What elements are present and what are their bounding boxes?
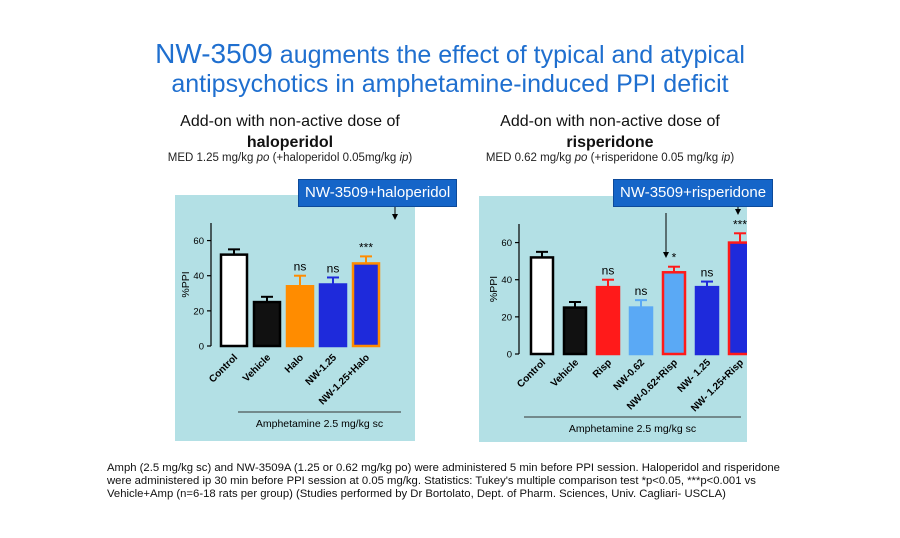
bar-halo [285, 285, 315, 348]
y-tick-label: 20 [193, 306, 204, 317]
treatment-bracket-label: Amphetamine 2.5 mg/kg sc [256, 418, 383, 430]
y-tick-label: 60 [193, 236, 204, 247]
callout-arrowhead [663, 252, 669, 258]
right-panel-drug: risperidone [566, 134, 654, 151]
bar-nw-1-25-risp [727, 241, 753, 356]
left-panel-heading-text: Add-on with non-active dose of [180, 113, 400, 130]
right-panel-heading-text: Add-on with non-active dose of [500, 113, 720, 130]
left-panel-drug: haloperidol [246, 134, 334, 151]
significance-label: *** [359, 240, 373, 254]
y-axis-label: %PPI [488, 276, 500, 302]
significance-label: ns [635, 284, 648, 298]
bar-nw-0-62-risp [661, 271, 687, 356]
significance-label: * [672, 251, 677, 265]
category-label: Risp [591, 357, 614, 380]
bar-control [529, 256, 555, 356]
slide-title-line-2: antipsychotics in amphetamine-induced PP… [171, 70, 729, 98]
callout-arrowhead [392, 214, 398, 220]
treatment-bracket-label: Amphetamine 2.5 mg/kg sc [569, 423, 696, 435]
right-chart-panel: 0 20 40 60 %PPI Control Vehicle ns Risp ns NW-0.62… [479, 196, 753, 442]
significance-label: ns [701, 266, 714, 280]
category-label: Halo [283, 352, 306, 375]
significance-label: ns [602, 264, 615, 278]
y-tick-label: 60 [501, 238, 512, 249]
y-tick-label: 0 [199, 342, 204, 353]
y-axis-label: %PPI [180, 271, 192, 297]
category-label: Control [207, 352, 240, 385]
right-panel-heading: Add-on with non-active dose of risperido… [480, 113, 740, 152]
y-tick-label: 0 [507, 350, 512, 361]
bar-control [219, 253, 249, 348]
title-line-1-rest: augments the effect of typical and atypi… [272, 41, 745, 69]
title-compound: NW-3509 [155, 38, 273, 69]
footnote: Amph (2.5 mg/kg sc) and NW-3509A (1.25 o… [107, 462, 780, 500]
left-callout: NW-3509+haloperidol [298, 179, 458, 207]
slide-title-line-1: NW-3509 augments the effect of typical a… [0, 38, 900, 70]
significance-label: *** [733, 217, 747, 231]
bar-nw-1-25 [318, 283, 348, 348]
y-tick-label: 20 [501, 312, 512, 323]
significance-label: ns [327, 261, 340, 275]
category-label: Vehicle [241, 352, 273, 384]
category-label: Control [515, 357, 548, 390]
bar-vehicle [252, 300, 282, 348]
bar-nw-0-62 [628, 306, 654, 356]
category-label: Vehicle [549, 357, 581, 389]
right-callout: NW-3509+risperidone [613, 179, 774, 207]
callout-arrowhead [735, 209, 741, 215]
left-panel-heading: Add-on with non-active dose of haloperid… [160, 113, 420, 152]
right-panel-med: MED 0.62 mg/kg po (+risperidone 0.05 mg/… [485, 152, 735, 164]
bar-nw-1-25 [694, 285, 720, 356]
significance-label: ns [294, 260, 307, 274]
left-chart-panel: 0 20 40 60 %PPI Control Vehicle ns Halo ns NW-1.25… [175, 195, 415, 441]
y-tick-label: 40 [193, 271, 204, 282]
bar-vehicle [562, 306, 588, 356]
bar-nw-1-25-halo [351, 262, 381, 348]
bar-risp [595, 285, 621, 356]
left-panel-med: MED 1.25 mg/kg po (+haloperidol 0.05mg/k… [167, 152, 413, 164]
y-tick-label: 40 [501, 275, 512, 286]
